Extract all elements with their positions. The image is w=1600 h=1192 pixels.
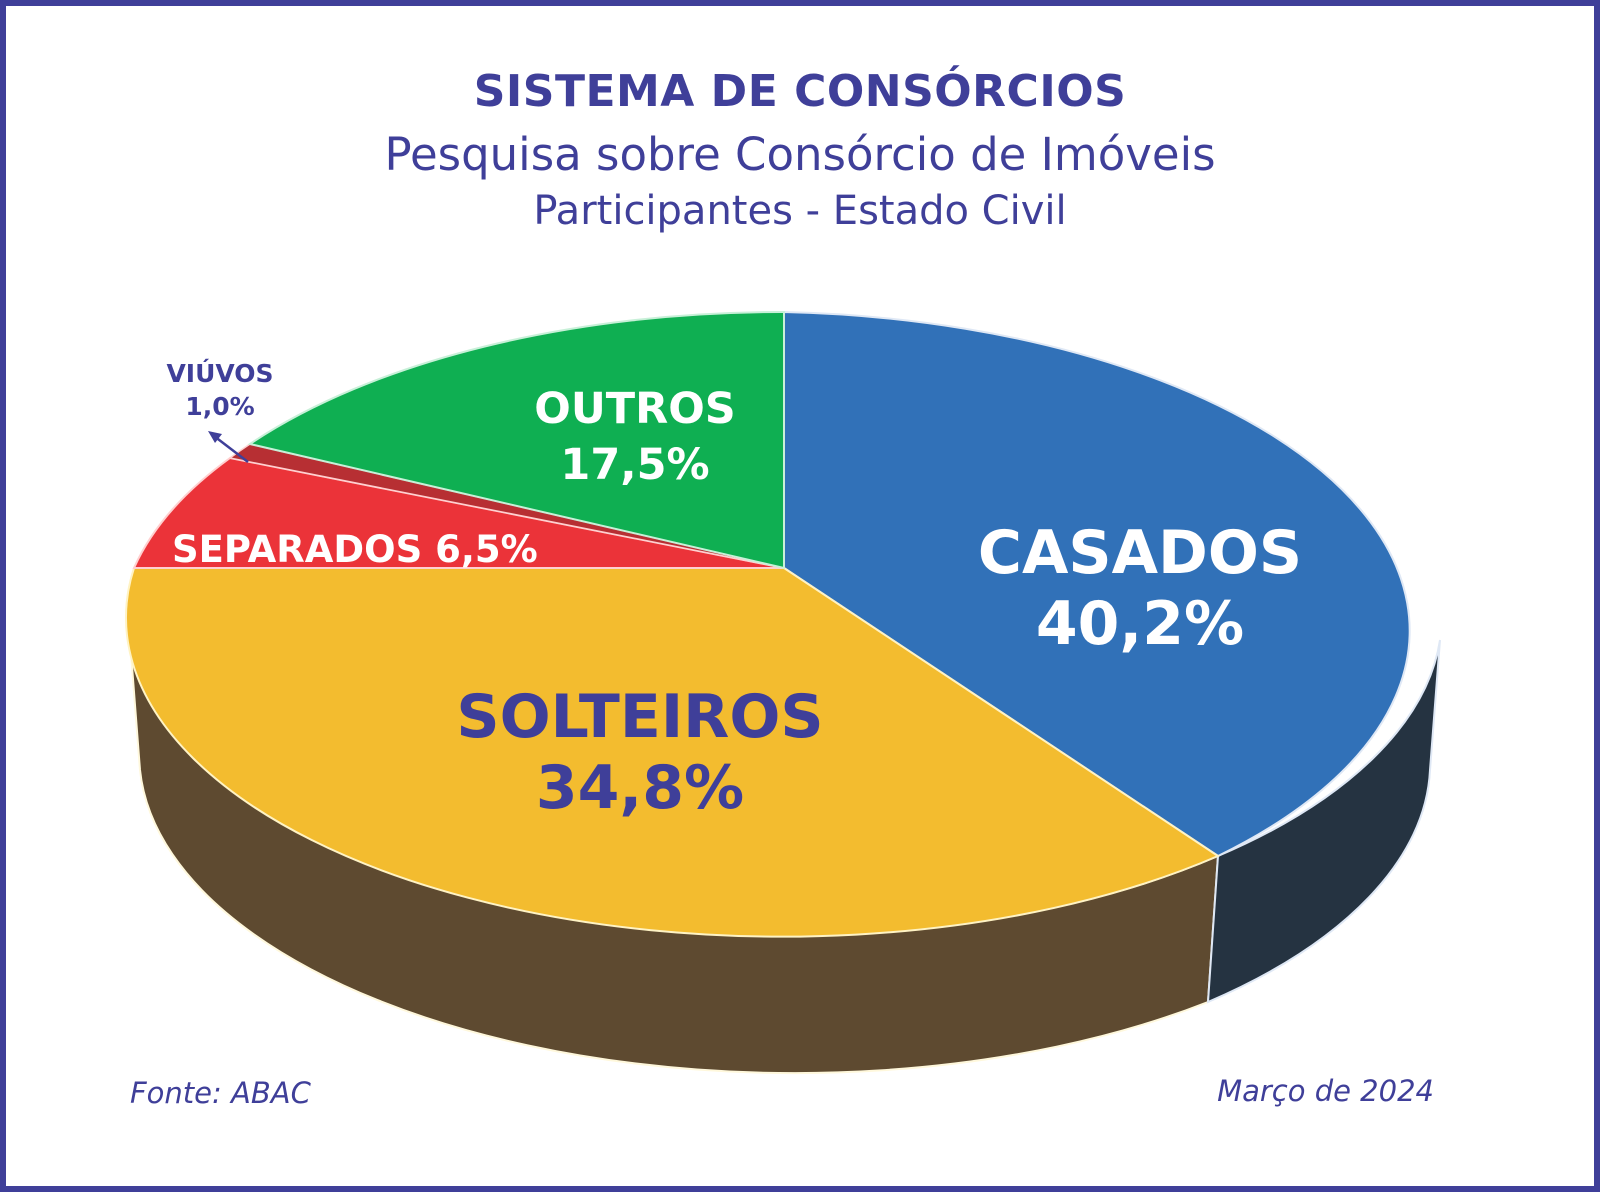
chart-subtitle: Pesquisa sobre Consórcio de Imóveis [384, 128, 1216, 181]
slice-casados [783, 310, 1411, 858]
label-solteiros-name: SOLTEIROS [456, 682, 824, 752]
side-casados [1206, 639, 1441, 1004]
label-outros-name: OUTROS [534, 384, 736, 434]
label-outros: OUTROS 17,5% [505, 382, 765, 494]
label-outros-value: 17,5% [560, 439, 710, 490]
date-note: Março de 2024 [1217, 1074, 1434, 1108]
label-solteiros-value: 34,8% [535, 752, 745, 823]
label-viuvos-value: 1,0% [185, 391, 255, 421]
source-note: Fonte: ABAC [130, 1076, 311, 1110]
label-casados: CASADOS 40,2% [960, 518, 1320, 660]
arrow-head-icon [208, 431, 222, 443]
label-casados-name: CASADOS [977, 518, 1303, 588]
label-casados-value: 40,2% [1035, 588, 1245, 659]
chart-title: SISTEMA DE CONSÓRCIOS [473, 66, 1127, 117]
slice-separados [132, 456, 785, 569]
label-viuvos: VIÚVOS 1,0% [140, 358, 300, 423]
label-viuvos-name: VIÚVOS [166, 359, 274, 388]
label-separados: SEPARADOS 6,5% [172, 528, 538, 571]
viuvos-pointer-arrow [213, 435, 249, 463]
label-solteiros: SOLTEIROS 34,8% [420, 682, 860, 824]
slice-solteiros [125, 567, 1221, 938]
slice-outros [247, 310, 785, 570]
chart-subtitle-2: Participantes - Estado Civil [533, 188, 1067, 234]
